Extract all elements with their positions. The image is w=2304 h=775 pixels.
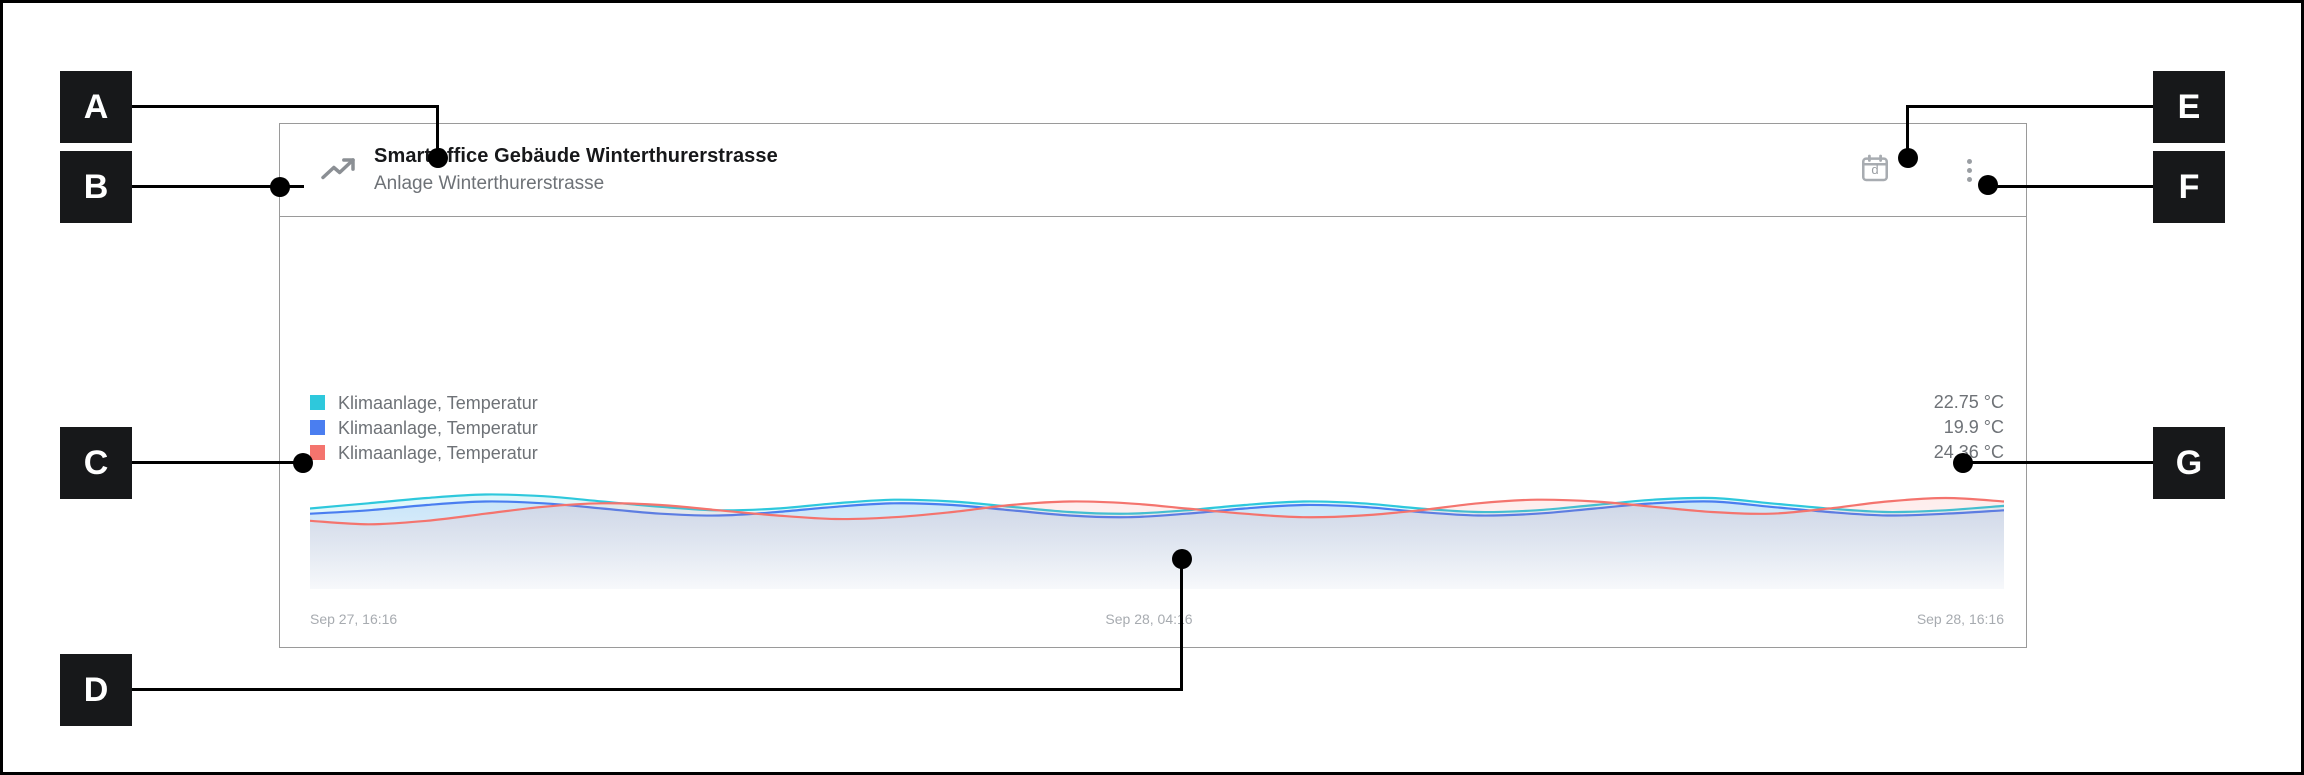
leader-c-dot [293,453,313,473]
legend-item[interactable]: Klimaanlage, Temperatur [310,390,538,415]
leader-e-vertical [1906,105,1909,157]
kebab-dot [1966,167,1972,173]
legend-item-label: Klimaanlage, Temperatur [338,417,538,438]
x-axis-label-end: Sep 28, 16:16 [1916,611,2004,627]
series-value: 19.9 °C [1943,417,2004,437]
leader-d-horizontal [132,688,1183,691]
leader-f-horizontal [1991,185,2155,188]
legend-item[interactable]: Klimaanlage, Temperatur [310,415,538,440]
chart-series-line[interactable] [310,498,2004,524]
card-subtitle: Anlage Winterthurerstrasse [374,172,605,194]
series-value: 22.75 °C [1933,392,2004,412]
leader-d-vertical [1180,559,1183,691]
more-options-button[interactable] [1948,149,1990,191]
legend-item[interactable]: Klimaanlage, Temperatur [310,440,538,465]
legend-item-label: Klimaanlage, Temperatur [338,442,538,463]
chart-area-fill [310,498,2004,589]
legend-item-label: Klimaanlage, Temperatur [338,392,538,413]
chart-legend: Klimaanlage, Temperatur Klimaanlage, Tem… [310,390,538,465]
series-value: 24.36 °C [1933,442,2004,462]
callout-g-letter: G [2175,444,2203,482]
callout-d-letter: D [83,671,109,709]
chart-x-axis: Sep 27, 16:16 Sep 28, 04:16 Sep 28, 16:1… [310,611,2004,627]
card-header-actions: d [1854,149,2000,191]
callout-a-letter: A [83,88,109,126]
x-axis-label-start: Sep 27, 16:16 [310,611,398,627]
leader-g-horizontal [1961,461,2155,464]
callout-e-letter: E [2177,88,2201,126]
leader-d-dot [1172,549,1192,569]
card-header: SmartOffice Gebäude Winterthurerstrasse … [280,124,2026,217]
leader-b-dot [270,177,290,197]
kebab-menu-icon [1966,158,1972,182]
leader-a-vertical [436,105,439,157]
leader-a-dot [428,148,448,168]
chart-svg [310,449,2004,589]
legend-swatch-icon [310,395,325,410]
callout-a: A [60,71,132,143]
chart-series-layer [310,494,2004,589]
leader-c-horizontal [132,461,304,464]
page-title: SmartOffice Gebäude Winterthurerstrasse [374,144,778,167]
leader-a-horizontal [132,105,438,108]
callout-b: B [60,151,132,223]
trend-up-icon [310,142,366,198]
leader-g-dot [1953,453,1973,473]
callout-e: E [2153,71,2225,143]
chart-plot-area [310,449,2004,589]
callout-g: G [2153,427,2225,499]
callout-d: D [60,654,132,726]
legend-swatch-icon [310,445,325,460]
chart-body: Klimaanlage, Temperatur Klimaanlage, Tem… [280,217,2026,647]
kebab-dot [1966,176,1972,182]
callout-c-letter: C [83,444,109,482]
legend-swatch-icon [310,420,325,435]
telemetry-card: SmartOffice Gebäude Winterthurerstrasse … [279,123,2027,648]
leader-e-dot [1898,148,1918,168]
card-title-block: SmartOffice Gebäude Winterthurerstrasse … [374,144,1854,197]
callout-f-letter: F [2178,168,2200,206]
series-value-list: 22.75 °C 19.9 °C 24.36 °C [1934,390,2004,465]
calendar-icon: d [1859,152,1891,189]
callout-f: F [2153,151,2225,223]
callout-c: C [60,427,132,499]
callout-b-letter: B [83,168,109,206]
date-range-button[interactable]: d [1854,149,1896,191]
date-range-letter: d [1871,161,1879,177]
leader-b-horizontal [132,185,304,188]
leader-f-dot [1978,175,1998,195]
x-axis-label-middle: Sep 28, 04:16 [1105,611,1193,627]
leader-e-horizontal [1908,105,2155,108]
kebab-dot [1966,158,1972,164]
